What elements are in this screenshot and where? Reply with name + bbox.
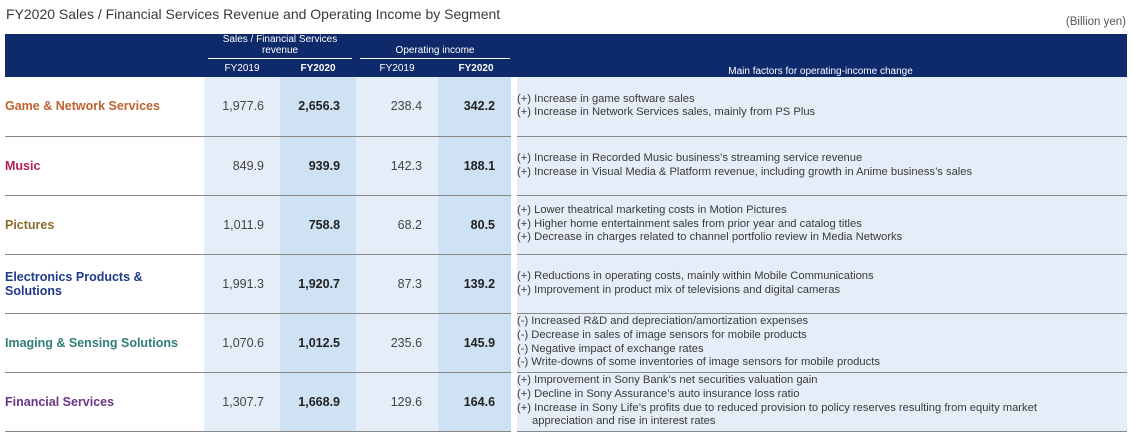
segment-name-line: Electronics Products & xyxy=(5,269,143,284)
factor-item: (+) Reductions in operating costs, mainl… xyxy=(517,269,874,282)
oi-fy2020: 164.6 xyxy=(438,372,515,432)
sales-fy2020: 1,920.7 xyxy=(280,254,357,314)
factor-item: (+) Improvement in Sony Bank’s net secur… xyxy=(517,374,818,387)
factor-item: (+) Increase in Visual Media & Platform … xyxy=(517,165,973,178)
factor-item: (+) Increase in Sony Life’s profits due … xyxy=(517,401,1037,414)
segment-name-imaging: Imaging & Sensing Solutions xyxy=(5,313,204,373)
segment-name-financial: Financial Services xyxy=(5,372,204,432)
table-row-imaging: Imaging & Sensing Solutions 1,070.6 1,01… xyxy=(5,313,1128,373)
sales-fy2019: 849.9 xyxy=(204,136,280,196)
table-row-pictures: Pictures 1,011.9 758.8 68.2 80.5 (+) Low… xyxy=(5,195,1128,255)
sales-fy2019: 1,070.6 xyxy=(204,313,280,373)
factors-cell: (+) Lower theatrical marketing costs in … xyxy=(511,195,1128,255)
sales-fy2019: 1,977.6 xyxy=(204,77,280,137)
oi-fy2020: 188.1 xyxy=(438,136,515,196)
oi-fy2020: 139.2 xyxy=(438,254,515,314)
header-sales-group: Sales / Financial Services revenue xyxy=(204,34,357,59)
factor-item: (+) Increase in game software sales xyxy=(517,92,695,105)
segment-name-game-network: Game & Network Services xyxy=(5,77,204,137)
sales-fy2020: 1,012.5 xyxy=(280,313,357,373)
unit-label: (Billion yen) xyxy=(1065,16,1126,28)
oi-fy2020: 80.5 xyxy=(438,195,515,255)
page-title: FY2020 Sales / Financial Services Revenu… xyxy=(6,6,501,22)
oi-fy2019: 142.3 xyxy=(356,136,439,196)
header-oi-group: Operating income xyxy=(356,34,515,59)
segment-table: Sales / Financial Services revenue Opera… xyxy=(5,34,1128,432)
sales-fy2020: 2,656.3 xyxy=(280,77,357,137)
oi-fy2019: 238.4 xyxy=(356,77,439,137)
factor-item: (-) Decrease in sales of image sensors f… xyxy=(517,328,807,341)
oi-fy2019: 87.3 xyxy=(356,254,439,314)
oi-fy2020: 145.9 xyxy=(438,313,515,373)
factors-cell: (+) Reductions in operating costs, mainl… xyxy=(511,254,1128,314)
factor-item: (+) Improvement in product mix of televi… xyxy=(517,283,841,296)
table-row-financial: Financial Services 1,307.7 1,668.9 129.6… xyxy=(5,372,1128,432)
oi-fy2019: 235.6 xyxy=(356,313,439,373)
header-factors: Main factors for operating-income change xyxy=(514,34,1128,77)
sales-fy2019: 1,011.9 xyxy=(204,195,280,255)
factor-item: (+) Increase in Network Services sales, … xyxy=(517,106,816,119)
factor-item: (+) Decrease in charges related to chann… xyxy=(517,231,903,244)
table-header-bottom: FY2019 FY2020 FY2019 FY2020 xyxy=(5,59,1127,77)
sales-fy2020: 939.9 xyxy=(280,136,357,196)
oi-fy2019: 129.6 xyxy=(356,372,439,432)
sales-fy2020: 758.8 xyxy=(280,195,357,255)
factors-cell: (+) Improvement in Sony Bank’s net secur… xyxy=(511,372,1128,432)
factors-cell: (+) Increase in Recorded Music business’… xyxy=(511,136,1128,196)
factor-item: (-) Negative impact of exchange rates xyxy=(517,342,704,355)
table-row-music: Music 849.9 939.9 142.3 188.1 (+) Increa… xyxy=(5,136,1128,196)
factor-item: (+) Lower theatrical marketing costs in … xyxy=(517,204,787,217)
factor-item: (-) Write-downs of some inventories of i… xyxy=(517,356,880,369)
factor-item: (+) Increase in Recorded Music business’… xyxy=(517,151,863,164)
segment-name-electronics: Electronics Products & Solutions xyxy=(5,254,204,314)
segment-name-music: Music xyxy=(5,136,204,196)
sales-fy2020: 1,668.9 xyxy=(280,372,357,432)
table-row-electronics: Electronics Products & Solutions 1,991.3… xyxy=(5,254,1128,314)
factors-cell: (-) Increased R&D and depreciation/amort… xyxy=(511,313,1128,373)
oi-fy2019: 68.2 xyxy=(356,195,439,255)
segment-name-line: Solutions xyxy=(5,283,62,298)
sales-fy2019: 1,991.3 xyxy=(204,254,280,314)
sales-fy2019: 1,307.7 xyxy=(204,372,280,432)
segment-name-pictures: Pictures xyxy=(5,195,204,255)
oi-fy2020: 342.2 xyxy=(438,77,515,137)
factors-cell: (+) Increase in game software sales (+) … xyxy=(511,77,1128,137)
header-oi-fy2020: FY2020 xyxy=(438,59,515,77)
table-header-top: Sales / Financial Services revenue Opera… xyxy=(5,34,1128,77)
factor-item: (+) Decline in Sony Assurance’s auto ins… xyxy=(517,387,800,400)
header-segment-cell xyxy=(5,34,204,77)
header-sales-fy2019: FY2019 xyxy=(204,59,280,77)
oi-group-label: Operating income xyxy=(395,45,475,56)
header-sales-fy2020: FY2020 xyxy=(280,59,357,77)
factor-item: (+) Higher home entertainment sales from… xyxy=(517,217,862,230)
factor-item: (-) Increased R&D and depreciation/amort… xyxy=(517,315,809,328)
table-row-game-network: Game & Network Services 1,977.6 2,656.3 … xyxy=(5,77,1128,137)
factor-item-continuation: appreciation and rise in interest rates xyxy=(532,415,716,428)
header-oi-fy2019: FY2019 xyxy=(356,59,439,77)
sales-group-label: Sales / Financial Services revenue xyxy=(222,34,338,56)
